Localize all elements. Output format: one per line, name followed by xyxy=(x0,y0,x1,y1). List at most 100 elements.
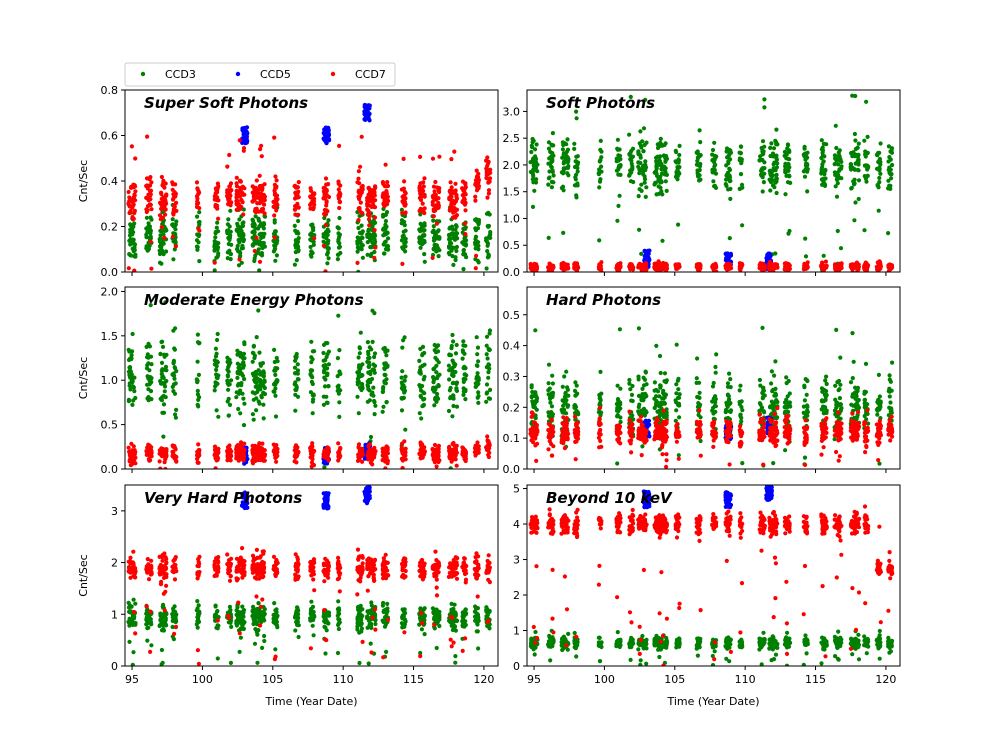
point-ccd7 xyxy=(484,166,489,172)
point-ccd3 xyxy=(551,180,556,185)
point-ccd3 xyxy=(324,236,329,241)
point-ccd3 xyxy=(132,242,138,247)
point-ccd3 xyxy=(769,178,774,183)
point-ccd3 xyxy=(546,362,552,367)
point-ccd7 xyxy=(435,206,440,211)
point-ccd7 xyxy=(293,190,298,195)
point-ccd3 xyxy=(358,330,363,335)
point-ccd7 xyxy=(214,190,220,195)
point-ccd3 xyxy=(399,408,405,413)
point-ccd3 xyxy=(618,172,623,177)
point-ccd3 xyxy=(421,397,426,402)
point-ccd3 xyxy=(676,222,681,227)
point-ccd7 xyxy=(430,199,435,205)
point-ccd7 xyxy=(212,260,217,265)
point-ccd7 xyxy=(657,267,662,272)
point-ccd3 xyxy=(171,361,176,366)
point-ccd7 xyxy=(447,444,452,449)
point-ccd7 xyxy=(419,194,424,199)
point-ccd3 xyxy=(853,200,858,205)
point-ccd7 xyxy=(820,260,825,265)
point-ccd3 xyxy=(597,179,603,184)
point-ccd7 xyxy=(384,184,389,189)
point-ccd3 xyxy=(712,140,717,145)
point-ccd3 xyxy=(382,366,387,371)
point-ccd7 xyxy=(236,448,241,453)
point-ccd3 xyxy=(148,235,153,240)
point-ccd7 xyxy=(172,203,177,208)
point-ccd3 xyxy=(461,242,466,247)
point-ccd3 xyxy=(172,376,177,381)
point-ccd7 xyxy=(486,191,491,196)
point-ccd5 xyxy=(245,456,250,462)
point-ccd3 xyxy=(257,383,262,388)
point-ccd3 xyxy=(739,182,745,187)
point-ccd3 xyxy=(561,171,566,176)
point-ccd3 xyxy=(382,372,387,377)
point-ccd7 xyxy=(133,189,138,194)
point-ccd3 xyxy=(773,251,778,256)
point-ccd3 xyxy=(451,393,456,398)
point-ccd3 xyxy=(711,167,716,172)
point-ccd3 xyxy=(774,127,779,132)
y-tick-label: 1.5 xyxy=(101,330,119,343)
point-ccd3 xyxy=(382,379,387,384)
point-ccd3 xyxy=(460,356,465,361)
point-ccd3 xyxy=(835,228,840,234)
legend-label-ccd5: CCD5 xyxy=(260,68,291,81)
point-ccd3 xyxy=(127,366,132,371)
point-ccd3 xyxy=(740,223,745,228)
point-ccd7 xyxy=(195,202,200,207)
point-ccd3 xyxy=(484,334,490,339)
point-ccd3 xyxy=(403,228,408,233)
point-ccd3 xyxy=(310,393,315,398)
point-ccd7 xyxy=(171,211,176,216)
scatter-points xyxy=(528,325,895,469)
point-ccd7 xyxy=(272,235,277,240)
point-ccd7 xyxy=(158,466,163,469)
legend-frame xyxy=(124,62,396,87)
point-ccd3 xyxy=(435,391,440,397)
point-ccd3 xyxy=(760,189,765,194)
legend-label-ccd7: CCD7 xyxy=(355,68,386,81)
point-ccd7 xyxy=(274,184,279,189)
point-ccd7 xyxy=(877,265,882,270)
point-ccd3 xyxy=(164,378,169,384)
point-ccd3 xyxy=(616,203,621,208)
point-ccd3 xyxy=(627,152,632,157)
point-ccd7 xyxy=(256,447,261,452)
point-ccd3 xyxy=(728,196,733,201)
point-ccd7 xyxy=(864,268,870,272)
point-ccd3 xyxy=(637,227,642,232)
point-ccd3 xyxy=(565,155,570,160)
point-ccd7 xyxy=(252,248,257,254)
point-ccd3 xyxy=(617,156,622,161)
point-ccd3 xyxy=(365,379,370,384)
point-ccd3 xyxy=(452,237,458,242)
point-ccd3 xyxy=(235,348,240,353)
point-ccd3 xyxy=(474,376,479,381)
point-ccd3 xyxy=(227,357,232,362)
point-ccd7 xyxy=(422,176,427,181)
point-ccd3 xyxy=(546,388,551,393)
point-ccd3 xyxy=(273,381,278,386)
point-ccd3 xyxy=(532,405,538,410)
point-ccd7 xyxy=(356,442,362,447)
point-ccd3 xyxy=(461,226,466,231)
point-ccd3 xyxy=(173,412,178,417)
point-ccd3 xyxy=(712,164,717,169)
point-ccd3 xyxy=(226,217,231,222)
point-ccd3 xyxy=(295,362,300,367)
point-ccd3 xyxy=(325,241,331,246)
point-ccd3 xyxy=(560,384,565,389)
point-ccd3 xyxy=(294,238,299,243)
point-ccd7 xyxy=(145,208,150,213)
point-ccd3 xyxy=(548,396,553,401)
point-ccd7 xyxy=(358,164,363,169)
point-ccd3 xyxy=(236,365,241,370)
point-ccd3 xyxy=(529,143,534,148)
point-ccd3 xyxy=(853,146,859,152)
point-ccd3 xyxy=(673,159,678,164)
point-ccd7 xyxy=(158,217,163,222)
point-ccd3 xyxy=(546,381,551,386)
